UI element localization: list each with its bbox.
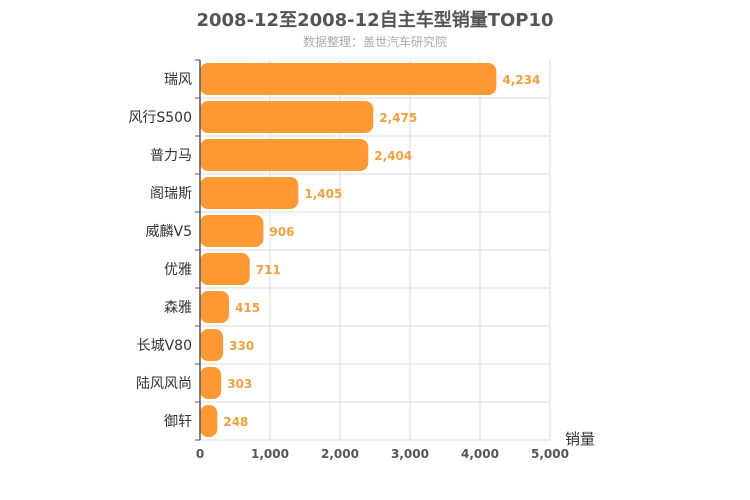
category-label: 长城V80	[137, 338, 192, 354]
data-label: 906	[269, 225, 294, 239]
category-label: 御轩	[164, 414, 192, 430]
labels: 0 1,000 2,000 3,000 4,000 5,000 瑞风 4,234 风行S500 2…	[128, 72, 569, 461]
category-label: 瑞风	[164, 72, 192, 88]
bar	[200, 253, 250, 285]
x-axis-title: 销量	[565, 430, 595, 448]
category-label: 阁瑞斯	[150, 186, 192, 202]
axes	[195, 59, 201, 441]
data-label: 2,475	[379, 111, 417, 125]
chart-title: 2008-12至2008-12自主车型销量TOP10	[196, 10, 554, 31]
bar	[200, 405, 218, 437]
x-tick-label: 2,000	[321, 447, 359, 461]
category-label: 陆风风尚	[136, 376, 192, 392]
bar	[200, 101, 374, 133]
data-label: 1,405	[304, 187, 342, 201]
data-label: 4,234	[502, 73, 540, 87]
bar	[200, 291, 230, 323]
data-label: 711	[256, 263, 281, 277]
bar	[200, 367, 222, 399]
data-label: 248	[223, 415, 248, 429]
x-tick-label: 5,000	[531, 447, 569, 461]
category-label: 优雅	[164, 262, 192, 278]
bar	[200, 177, 299, 209]
chart-subtitle: 数据整理：盖世汽车研究院	[302, 35, 447, 49]
x-tick-label: 3,000	[391, 447, 429, 461]
data-label: 330	[229, 339, 254, 353]
x-tick-label: 4,000	[461, 447, 499, 461]
category-label: 森雅	[164, 300, 192, 316]
bar	[200, 63, 497, 95]
category-label: 威麟V5	[146, 224, 192, 240]
data-label: 2,404	[374, 149, 412, 163]
bar	[200, 329, 224, 361]
x-tick-label: 0	[196, 447, 204, 461]
x-tick-label: 1,000	[251, 447, 289, 461]
data-label: 303	[227, 377, 252, 391]
grid-lines	[200, 60, 551, 441]
bar	[200, 139, 369, 171]
bars	[200, 63, 497, 437]
data-label: 415	[235, 301, 260, 315]
category-label: 普力马	[150, 148, 192, 164]
category-label: 风行S500	[128, 110, 192, 126]
bar	[200, 215, 264, 247]
